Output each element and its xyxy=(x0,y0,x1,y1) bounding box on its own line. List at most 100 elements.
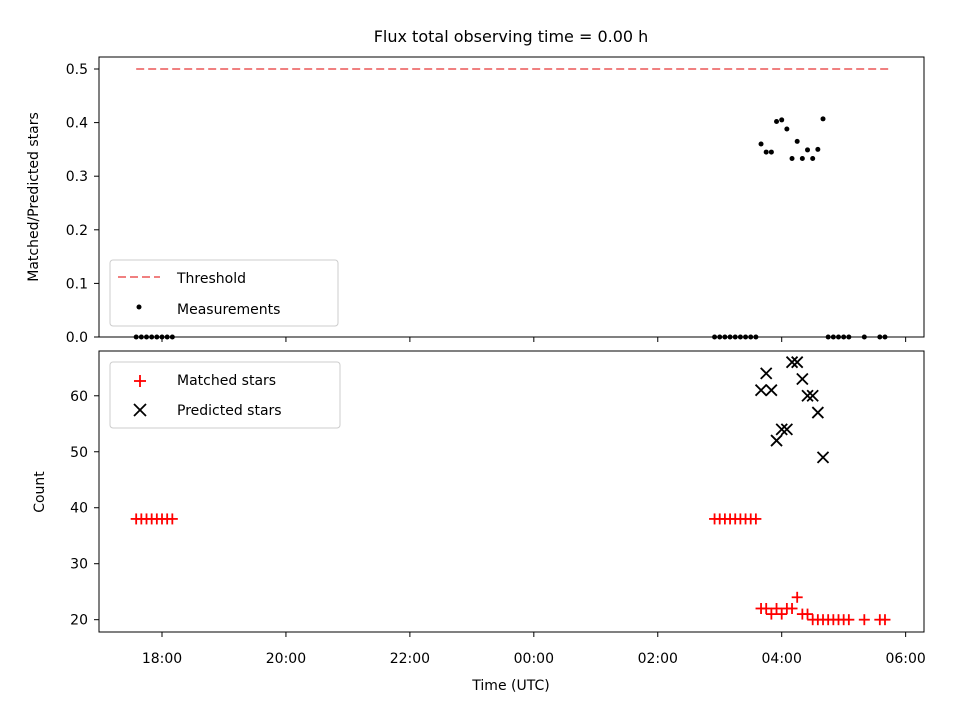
matched-star-point xyxy=(750,513,762,525)
measurement-point xyxy=(133,334,139,340)
matched-star-point xyxy=(771,602,783,614)
predicted-star-point xyxy=(811,406,824,419)
predicted-star-point xyxy=(780,423,794,436)
measurement-point xyxy=(820,116,826,122)
measurement-point xyxy=(159,334,165,340)
bottom-x-tick-label: 22:00 xyxy=(390,651,430,667)
bottom-y-tick-label: 40 xyxy=(70,501,88,517)
bottom-y-tick-label: 20 xyxy=(70,613,88,629)
matched-star-point xyxy=(843,614,855,626)
measurement-point xyxy=(825,334,831,340)
measurement-point xyxy=(712,334,718,340)
measurement-point xyxy=(149,334,155,340)
matched-stars-legend-label: Matched stars xyxy=(177,373,276,389)
measurement-point xyxy=(748,334,754,340)
measurement-point xyxy=(743,334,749,340)
predicted-star-point xyxy=(791,356,804,369)
measurement-point xyxy=(722,334,728,340)
bottom-y-axis-label: Count xyxy=(32,471,48,513)
top-y-tick-label: 0.4 xyxy=(66,116,88,132)
measurement-point xyxy=(877,334,883,340)
predicted-star-point xyxy=(760,367,773,380)
bottom-x-ticks: 18:00 20:00 22:00 00:00 02:00 04:00 06:00 xyxy=(142,632,926,667)
predicted-stars-legend-label: Predicted stars xyxy=(177,403,282,419)
top-legend: Threshold Measurements xyxy=(109,259,339,327)
bottom-x-tick-label: 00:00 xyxy=(514,651,554,667)
measurement-point xyxy=(138,334,144,340)
top-axes-frame xyxy=(98,56,925,338)
measurement-point xyxy=(830,334,836,340)
measurement-point xyxy=(727,334,733,340)
bottom-x-tick-label: 18:00 xyxy=(142,651,182,667)
measurement-point xyxy=(758,141,764,147)
measurement-point xyxy=(882,334,888,340)
measurement-point xyxy=(815,146,821,152)
predicted-star-point xyxy=(796,372,809,386)
top-plot-area xyxy=(133,68,891,340)
measurement-point xyxy=(805,147,811,153)
predicted-star-point xyxy=(754,384,768,397)
bottom-y-tick-label: 50 xyxy=(70,445,88,461)
bottom-y-ticks: 20 30 40 50 60 xyxy=(70,389,99,629)
measurement-point xyxy=(737,334,743,340)
predicted-star-point xyxy=(816,451,830,464)
predicted-star-point xyxy=(801,389,814,402)
matched-stars-legend-swatch xyxy=(134,375,146,387)
bottom-axes-frame xyxy=(98,350,925,633)
matched-star-point xyxy=(858,614,870,626)
measurement-point xyxy=(810,156,816,162)
measurement-point xyxy=(774,119,780,125)
top-y-tick-label: 0.1 xyxy=(66,276,88,292)
top-legend-box xyxy=(109,259,339,327)
measurement-point xyxy=(794,138,800,144)
bottom-x-tick-label: 02:00 xyxy=(638,651,678,667)
bottom-x-tick-label: 04:00 xyxy=(762,651,802,667)
measurement-point xyxy=(861,334,867,340)
measurement-point xyxy=(846,334,852,340)
measurement-point xyxy=(768,149,774,155)
top-y-ticks: 0.0 0.1 0.2 0.3 0.4 0.5 xyxy=(66,62,99,346)
bottom-y-tick-label: 60 xyxy=(70,389,88,405)
measurement-point xyxy=(169,334,175,340)
matched-star-point xyxy=(879,614,891,626)
measurement-point xyxy=(154,334,160,340)
top-y-tick-label: 0.3 xyxy=(66,169,88,185)
bottom-x-tick-label: 20:00 xyxy=(266,651,306,667)
predicted-star-point xyxy=(785,356,799,369)
measurement-point xyxy=(784,126,790,132)
matched-star-point xyxy=(776,608,788,620)
measurement-point xyxy=(144,334,150,340)
measurement-point xyxy=(753,334,759,340)
measurement-point xyxy=(779,117,785,123)
bottom-legend: Matched stars Predicted stars xyxy=(109,361,341,429)
predicted-star-point xyxy=(770,434,783,447)
predicted-star-point xyxy=(765,384,778,397)
measurement-point xyxy=(164,334,170,340)
chart-title: Flux total observing time = 0.00 h xyxy=(374,27,649,46)
predicted-star-point xyxy=(775,423,788,436)
measurement-point xyxy=(717,334,723,340)
measurements-legend-swatch xyxy=(136,304,142,310)
matched-star-point xyxy=(760,602,772,614)
bottom-y-tick-label: 30 xyxy=(70,557,88,573)
bottom-plot-area xyxy=(130,356,891,626)
predicted-stars-legend-swatch xyxy=(133,403,147,417)
top-y-tick-label: 0.0 xyxy=(66,330,88,346)
measurement-point xyxy=(763,149,769,155)
bottom-legend-box xyxy=(109,361,341,429)
measurements-legend-label: Measurements xyxy=(177,302,280,318)
predicted-star-point xyxy=(806,389,819,402)
top-y-tick-label: 0.5 xyxy=(66,62,88,78)
x-axis-label: Time (UTC) xyxy=(471,678,549,694)
top-panel: 0.0 0.1 0.2 0.3 0.4 0.5 Matched/Predicted sta… xyxy=(26,56,925,346)
matched-star-point xyxy=(765,608,777,620)
top-y-axis-label: Matched/Predicted stars xyxy=(26,112,42,282)
threshold-legend-label: Threshold xyxy=(176,271,246,287)
matched-star-point xyxy=(166,513,178,525)
measurement-point xyxy=(836,334,842,340)
matched-star-point xyxy=(786,602,798,614)
measurement-point xyxy=(841,334,847,340)
measurement-point xyxy=(732,334,738,340)
measurement-point xyxy=(789,156,795,162)
